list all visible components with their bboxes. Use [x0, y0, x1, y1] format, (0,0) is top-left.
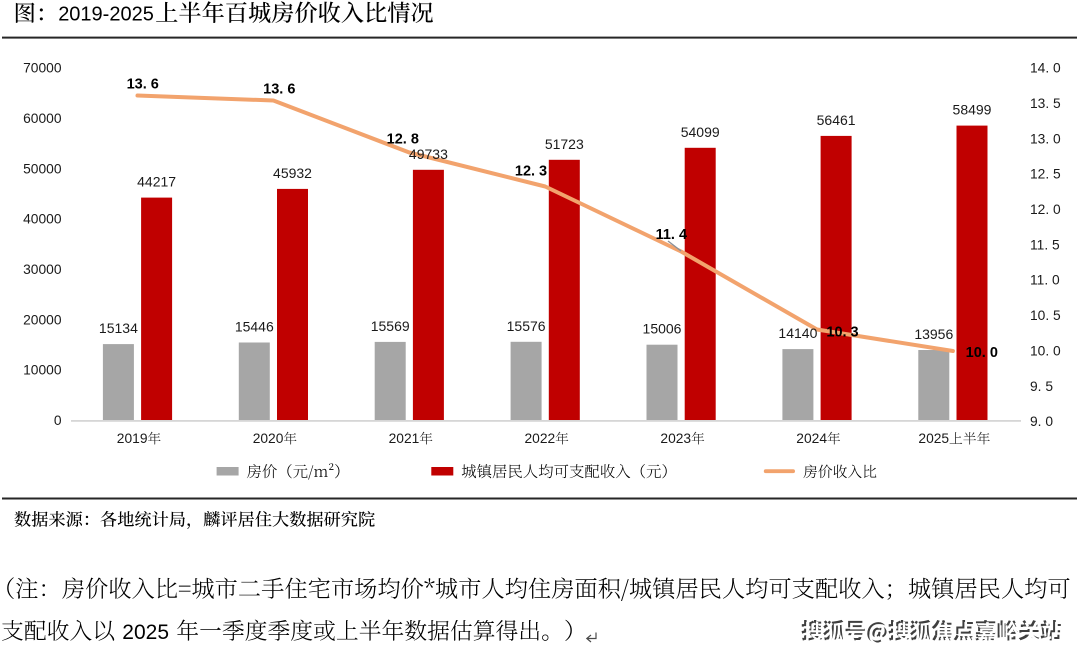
svg-text:2024: 2024	[796, 431, 827, 446]
svg-text:10. 5: 10. 5	[1030, 308, 1061, 323]
svg-text:12. 5: 12. 5	[1030, 167, 1061, 182]
svg-text:15569: 15569	[371, 318, 410, 334]
svg-text:49733: 49733	[409, 146, 448, 162]
svg-text:10. 0: 10. 0	[966, 345, 998, 361]
svg-text:2019-2025: 2019-2025	[58, 4, 154, 26]
svg-text:2025: 2025	[918, 431, 949, 446]
svg-text:9. 0: 9. 0	[1030, 414, 1053, 429]
svg-text:20000: 20000	[23, 312, 62, 327]
svg-text:15446: 15446	[235, 319, 274, 335]
svg-text:11. 5: 11. 5	[1030, 237, 1060, 252]
svg-text:12. 8: 12. 8	[387, 132, 419, 148]
svg-text:56461: 56461	[817, 112, 856, 128]
svg-text:14140: 14140	[778, 325, 817, 341]
svg-text:10. 0: 10. 0	[1030, 343, 1061, 358]
svg-text:15576: 15576	[507, 318, 546, 334]
svg-text:10. 3: 10. 3	[826, 325, 858, 341]
svg-text:2023: 2023	[660, 431, 691, 446]
svg-text:11. 4: 11. 4	[656, 227, 687, 243]
svg-text:2021: 2021	[389, 431, 420, 446]
svg-text:15006: 15006	[643, 321, 682, 337]
svg-text:51723: 51723	[545, 136, 584, 152]
svg-text:13. 0: 13. 0	[1030, 131, 1061, 146]
svg-text:58499: 58499	[953, 102, 992, 118]
svg-text:2019: 2019	[117, 431, 148, 446]
svg-text:50000: 50000	[23, 161, 62, 176]
svg-text:9. 5: 9. 5	[1030, 379, 1053, 394]
svg-text:45932: 45932	[273, 165, 312, 181]
svg-text:2020: 2020	[253, 431, 284, 446]
svg-text:54099: 54099	[681, 124, 720, 140]
svg-text:10000: 10000	[23, 363, 62, 378]
svg-text:13. 6: 13. 6	[263, 81, 295, 97]
svg-text:70000: 70000	[23, 61, 62, 76]
svg-text:2022: 2022	[525, 431, 556, 446]
svg-text:30000: 30000	[23, 262, 62, 277]
svg-text:40000: 40000	[23, 212, 62, 227]
svg-text:2025: 2025	[122, 621, 169, 644]
svg-text:0: 0	[54, 413, 62, 428]
svg-text:12. 0: 12. 0	[1030, 202, 1061, 217]
svg-text:60000: 60000	[23, 111, 62, 126]
svg-text:13. 5: 13. 5	[1030, 96, 1061, 111]
svg-text:44217: 44217	[137, 174, 176, 190]
svg-text:13956: 13956	[914, 326, 953, 342]
svg-text:11. 0: 11. 0	[1030, 273, 1060, 288]
svg-text:12. 3: 12. 3	[515, 164, 547, 180]
svg-text:13. 6: 13. 6	[127, 76, 159, 92]
svg-text:15134: 15134	[99, 320, 138, 336]
svg-text:14. 0: 14. 0	[1030, 61, 1061, 76]
